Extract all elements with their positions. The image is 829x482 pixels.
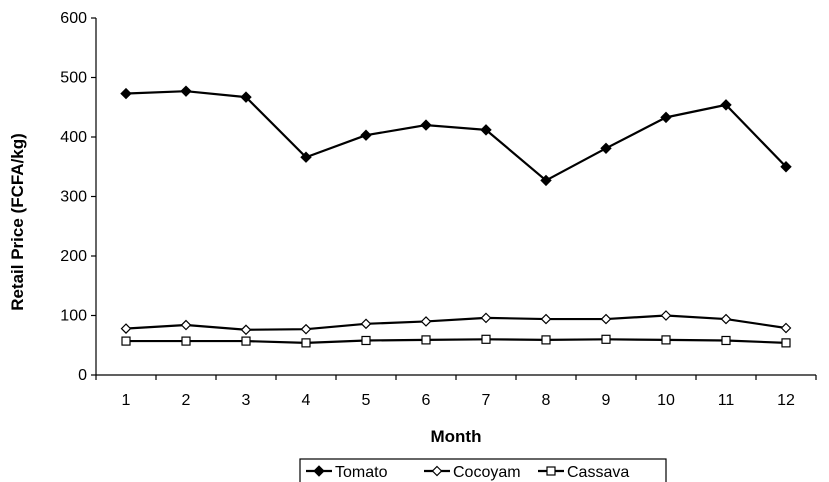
series-cocoyam [120, 310, 792, 336]
data-point-tomato [420, 119, 432, 131]
data-point-tomato [600, 142, 612, 155]
x-tick-label: 10 [657, 392, 675, 409]
data-point-cassava [301, 338, 311, 348]
x-tick-labels: 1 2 3 4 5 6 7 8 9 10 11 12 [122, 392, 795, 409]
x-tick-label: 12 [777, 392, 795, 409]
legend-marker-tomato [313, 465, 325, 477]
x-tick-label: 4 [302, 392, 311, 409]
legend-entry-cocoyam: Cocoyam [424, 464, 521, 481]
x-tick-label: 1 [122, 392, 131, 409]
data-point-cassava [481, 334, 491, 344]
y-tick-label: 200 [60, 248, 87, 265]
data-point-cassava [661, 335, 671, 345]
data-point-cocoyam [540, 313, 552, 325]
series-line-cassava [126, 338, 787, 344]
data-point-cocoyam [180, 319, 192, 331]
data-point-tomato [360, 129, 372, 141]
y-tick-label: 500 [60, 70, 87, 87]
x-tick-label: 2 [182, 392, 191, 409]
data-point-tomato [540, 174, 552, 187]
x-tick-label: 11 [718, 392, 735, 409]
series-line-tomato [125, 90, 787, 182]
data-point-cassava [181, 336, 191, 346]
legend: Tomato Cocoyam Cassava [299, 458, 667, 482]
y-tick-labels: 0 100 200 300 400 500 600 [60, 10, 87, 384]
data-point-cocoyam [600, 313, 612, 325]
data-point-cocoyam [480, 312, 492, 324]
legend-label-cocoyam: Cocoyam [453, 464, 521, 481]
y-tick-label: 0 [78, 367, 87, 384]
series-line-cocoyam [125, 314, 787, 331]
x-tick-label: 8 [542, 392, 551, 409]
legend-marker-cocoyam [431, 465, 443, 477]
x-tick-label: 9 [602, 392, 611, 409]
y-tick-label: 400 [60, 129, 87, 146]
data-point-cocoyam [420, 316, 432, 327]
legend-entries: Tomato Cocoyam Cassava [306, 464, 629, 481]
data-point-cocoyam [780, 322, 792, 334]
series-cassava [121, 334, 791, 348]
legend-label-cassava: Cassava [567, 464, 629, 481]
data-point-cassava [781, 338, 791, 348]
data-point-cassava [241, 336, 251, 346]
legend-entry-tomato: Tomato [306, 464, 388, 481]
x-tick-label: 3 [242, 392, 251, 409]
data-point-cocoyam [720, 313, 732, 325]
y-axis-title: Retail Price (FCFA/kg) [8, 133, 27, 311]
data-point-tomato [120, 87, 132, 100]
data-point-cassava [121, 336, 131, 346]
x-tick-label: 6 [422, 392, 431, 409]
legend-label-tomato: Tomato [335, 464, 388, 481]
data-point-tomato [660, 111, 672, 124]
data-point-tomato [480, 124, 492, 136]
x-tick-label: 5 [362, 392, 371, 409]
data-point-cassava [361, 335, 371, 346]
data-point-tomato [240, 91, 252, 103]
legend-marker-cassava [546, 466, 556, 476]
data-point-cassava [601, 334, 611, 344]
data-point-cocoyam [360, 318, 372, 330]
y-tick-label: 300 [60, 189, 87, 206]
data-point-cassava [541, 335, 551, 345]
legend-entry-cassava: Cassava [538, 464, 629, 481]
data-point-cocoyam [120, 323, 132, 334]
data-point-cocoyam [240, 324, 252, 336]
data-point-cassava [421, 335, 431, 345]
y-tick-label: 100 [60, 308, 87, 325]
axes [91, 17, 817, 380]
legend-box [299, 458, 667, 482]
data-point-cassava [721, 335, 731, 346]
x-axis-title: Month [431, 427, 482, 446]
data-point-cocoyam [660, 310, 672, 321]
data-point-cocoyam [300, 323, 312, 335]
data-point-tomato [300, 151, 312, 163]
data-point-tomato [780, 161, 792, 173]
data-point-tomato [720, 99, 732, 111]
data-point-tomato [180, 85, 192, 97]
y-tick-label: 600 [60, 10, 87, 27]
x-tick-label: 7 [482, 392, 491, 409]
series-layer [120, 85, 792, 348]
series-tomato [120, 85, 792, 187]
